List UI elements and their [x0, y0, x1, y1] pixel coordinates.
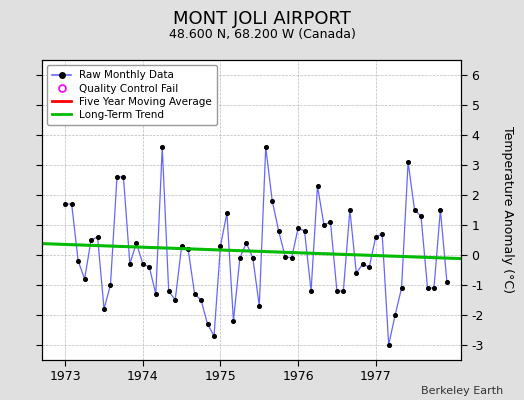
Point — [158, 144, 167, 150]
Point — [281, 253, 289, 260]
Point — [333, 288, 341, 294]
Point — [87, 237, 95, 243]
Point — [275, 228, 283, 234]
Point — [307, 288, 315, 294]
Point — [288, 255, 296, 261]
Point — [229, 318, 237, 324]
Text: Berkeley Earth: Berkeley Earth — [421, 386, 503, 396]
Point — [145, 264, 154, 270]
Point — [404, 159, 412, 165]
Point — [74, 258, 82, 264]
Point — [268, 198, 277, 204]
Text: MONT JOLI AIRPORT: MONT JOLI AIRPORT — [173, 10, 351, 28]
Point — [255, 303, 264, 309]
Point — [93, 234, 102, 240]
Point — [443, 279, 451, 285]
Point — [346, 207, 354, 213]
Point — [313, 183, 322, 189]
Point — [216, 243, 225, 249]
Point — [385, 342, 393, 348]
Legend: Raw Monthly Data, Quality Control Fail, Five Year Moving Average, Long-Term Tren: Raw Monthly Data, Quality Control Fail, … — [47, 65, 217, 125]
Point — [113, 174, 121, 180]
Point — [417, 213, 425, 219]
Point — [236, 255, 244, 261]
Text: 48.600 N, 68.200 W (Canada): 48.600 N, 68.200 W (Canada) — [169, 28, 355, 41]
Point — [210, 333, 218, 339]
Y-axis label: Temperature Anomaly (°C): Temperature Anomaly (°C) — [500, 126, 514, 294]
Point — [372, 234, 380, 240]
Point — [126, 261, 134, 267]
Point — [106, 282, 115, 288]
Point — [190, 291, 199, 297]
Point — [391, 312, 399, 318]
Point — [261, 144, 270, 150]
Point — [249, 255, 257, 261]
Point — [320, 222, 328, 228]
Point — [223, 210, 231, 216]
Point — [294, 225, 302, 231]
Point — [165, 288, 173, 294]
Point — [378, 231, 386, 237]
Point — [326, 219, 335, 225]
Point — [203, 321, 212, 327]
Point — [365, 264, 374, 270]
Point — [178, 243, 186, 249]
Point — [132, 240, 140, 246]
Point — [242, 240, 250, 246]
Point — [339, 288, 347, 294]
Point — [352, 270, 361, 276]
Point — [139, 261, 147, 267]
Point — [68, 201, 76, 207]
Point — [410, 207, 419, 213]
Point — [184, 246, 192, 252]
Point — [100, 306, 108, 312]
Point — [61, 201, 69, 207]
Point — [171, 297, 179, 303]
Point — [397, 285, 406, 291]
Point — [358, 261, 367, 267]
Point — [430, 285, 438, 291]
Point — [119, 174, 128, 180]
Point — [80, 276, 89, 282]
Point — [423, 285, 432, 291]
Point — [197, 297, 205, 303]
Point — [151, 291, 160, 297]
Point — [300, 228, 309, 234]
Point — [436, 207, 444, 213]
